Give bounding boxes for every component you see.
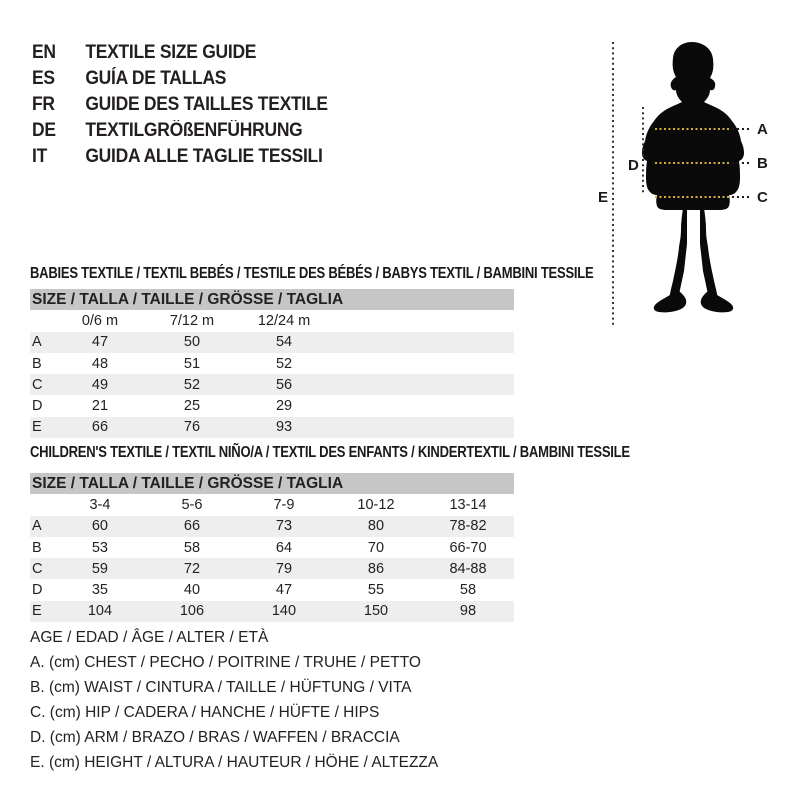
svg-text:B: B bbox=[757, 155, 768, 172]
svg-text:C: C bbox=[757, 189, 768, 206]
svg-text:E: E bbox=[598, 189, 608, 206]
svg-text:A: A bbox=[757, 121, 768, 138]
svg-text:D: D bbox=[628, 157, 639, 174]
